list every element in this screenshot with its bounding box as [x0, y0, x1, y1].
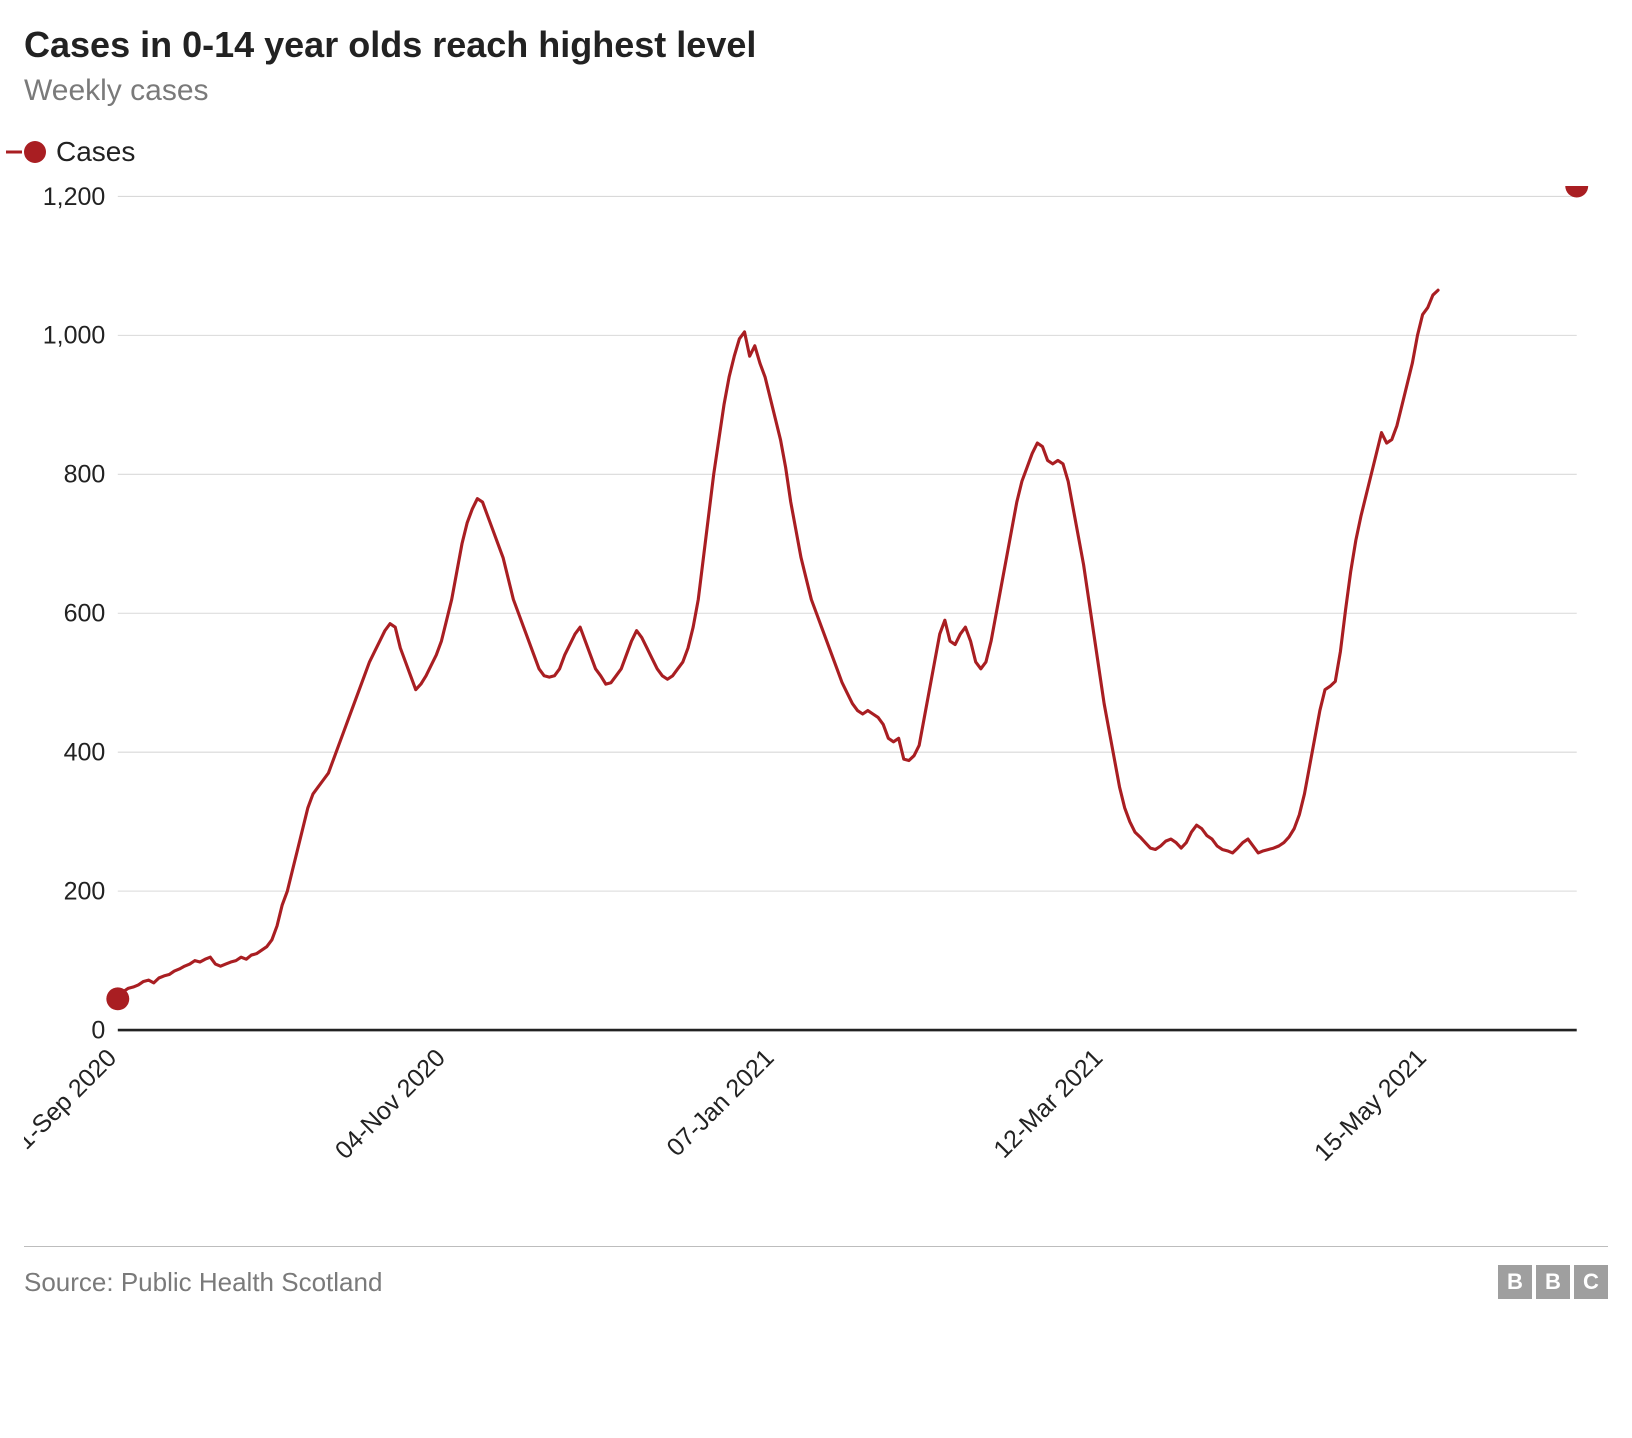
bbc-logo: BBC [1498, 1265, 1608, 1299]
legend-label: Cases [56, 136, 135, 168]
x-tick-label: 07-Jan 2021 [661, 1044, 779, 1162]
bbc-block: B [1498, 1265, 1532, 1299]
x-tick-label: 04-Nov 2020 [330, 1044, 451, 1165]
y-tick-label: 800 [64, 461, 106, 489]
legend-marker-icon [24, 141, 46, 163]
series-line [118, 290, 1438, 999]
x-tick-label: 12-Mar 2021 [988, 1044, 1108, 1164]
bbc-block: B [1536, 1265, 1570, 1299]
chart-subtitle: Weekly cases [24, 74, 1608, 108]
y-tick-label: 1,200 [43, 186, 106, 211]
x-tick: 01-Sep 2020 [24, 1044, 122, 1165]
x-tick-label: 15-May 2021 [1309, 1044, 1432, 1167]
plot-area: 0 200 400 600 800 1,000 1,200 01-Sep 2020 04-Nov… [24, 186, 1608, 1228]
x-tick: 12-Mar 2021 [988, 1044, 1108, 1164]
x-tick: 15-May 2021 [1309, 1044, 1432, 1167]
chart-footer: Source: Public Health Scotland BBC [24, 1246, 1608, 1299]
series-marker [1565, 186, 1588, 197]
x-tick: 04-Nov 2020 [330, 1044, 451, 1165]
source-text: Source: Public Health Scotland [24, 1267, 382, 1298]
legend: Cases [24, 136, 1608, 168]
x-tick-label: 01-Sep 2020 [24, 1044, 122, 1165]
x-tick: 07-Jan 2021 [661, 1044, 779, 1162]
y-tick-label: 400 [64, 739, 106, 767]
y-tick-label: 0 [91, 1016, 105, 1044]
chart-title: Cases in 0-14 year olds reach highest le… [24, 24, 1608, 66]
y-tick-label: 1,000 [43, 322, 106, 350]
series-marker [106, 987, 129, 1010]
line-chart-svg: 0 200 400 600 800 1,000 1,200 01-Sep 2020 04-Nov… [24, 186, 1608, 1228]
chart-container: Cases in 0-14 year olds reach highest le… [24, 24, 1608, 1299]
bbc-block: C [1574, 1265, 1608, 1299]
y-tick-label: 200 [64, 877, 106, 905]
y-tick-label: 600 [64, 600, 106, 628]
